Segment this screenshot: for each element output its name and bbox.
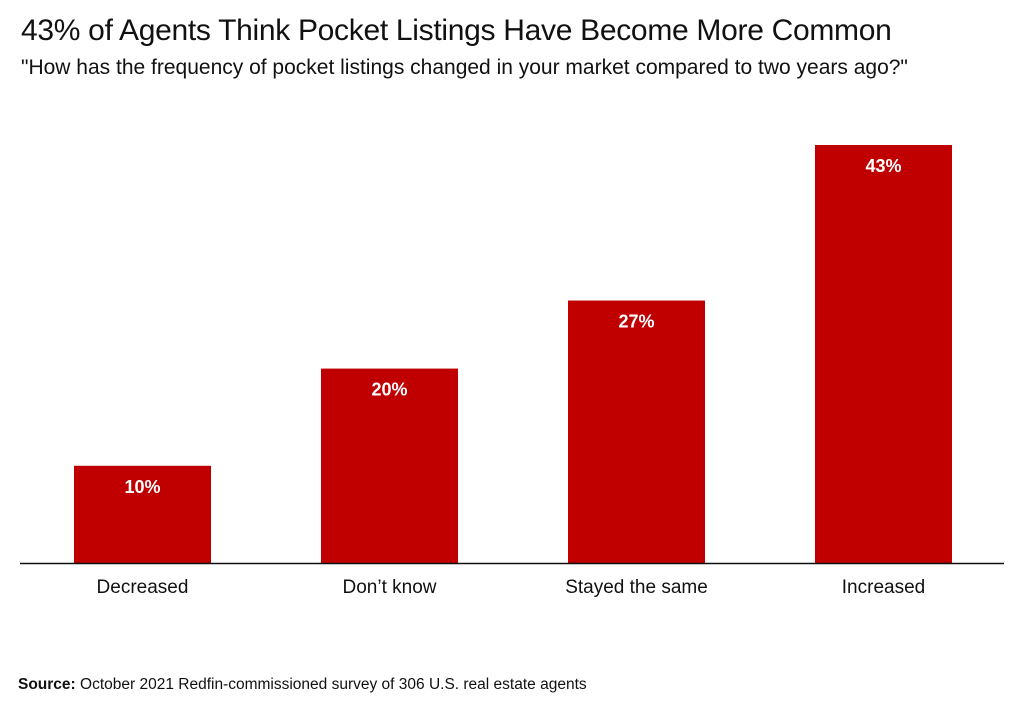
bar-2: [321, 368, 458, 563]
data-label-4: 43%: [865, 156, 901, 176]
chart-title: 43% of Agents Think Pocket Listings Have…: [21, 14, 892, 47]
bar-4: [815, 145, 952, 563]
x-tick-label-3: Stayed the same: [565, 577, 708, 598]
x-tick-label-4: Increased: [842, 577, 925, 598]
bar-3: [568, 300, 705, 563]
data-label-1: 10%: [124, 477, 160, 497]
bar-1: [74, 465, 211, 563]
data-label-2: 20%: [371, 380, 407, 400]
chart-subtitle: "How has the frequency of pocket listing…: [21, 56, 908, 79]
source-text: October 2021 Redfin-commissioned survey …: [75, 676, 587, 693]
source-label: Source:: [18, 676, 76, 693]
source-note: Source: October 2021 Redfin-commissioned…: [18, 676, 587, 694]
x-tick-label-2: Don’t know: [343, 577, 437, 598]
data-label-3: 27%: [618, 312, 654, 332]
x-tick-label-1: Decreased: [97, 577, 189, 598]
